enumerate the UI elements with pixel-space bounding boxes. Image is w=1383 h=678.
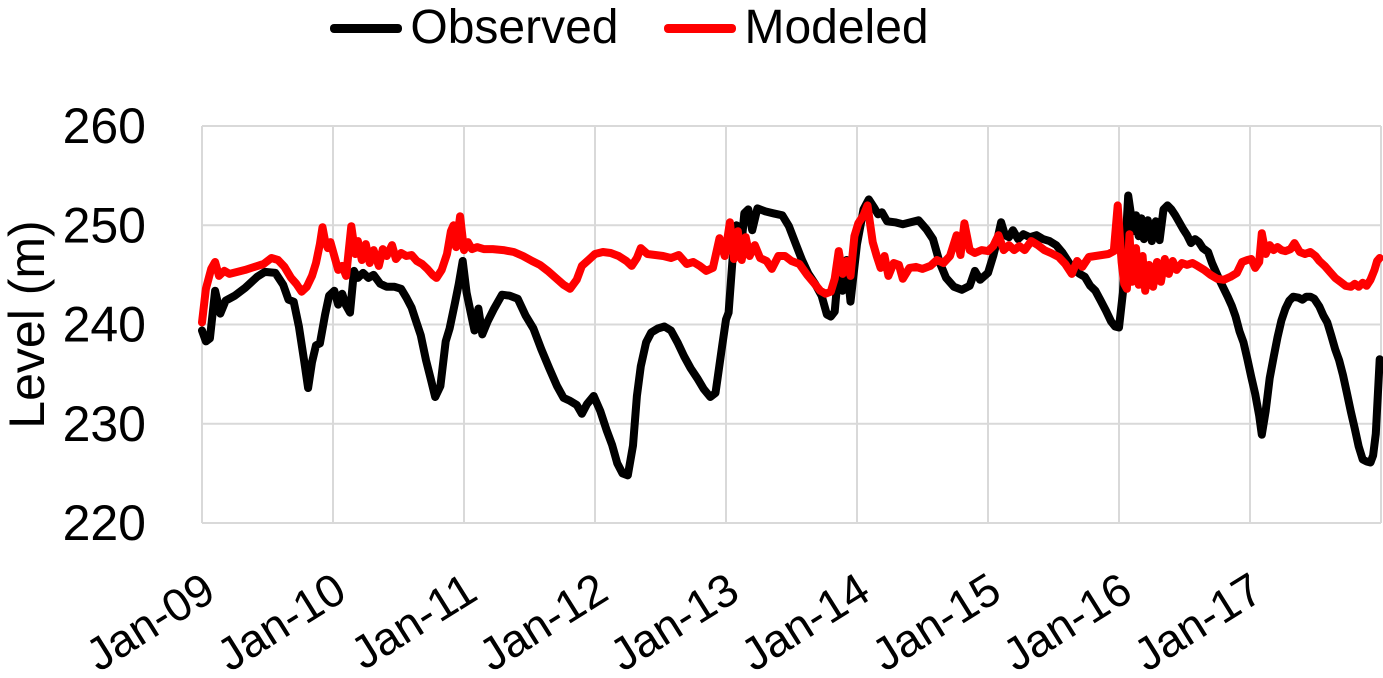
series-line-observed [198, 191, 1383, 480]
x-axis-tick-label: Jan-13 [600, 562, 747, 678]
x-axis-tick-label: Jan-14 [731, 562, 878, 678]
series-line-modeled [198, 201, 1383, 327]
x-axis-tick-label: Jan-10 [207, 562, 354, 678]
y-axis-tick-label: 230 [63, 396, 146, 452]
x-axis-tick-label: Jan-09 [76, 562, 223, 678]
x-axis-tick-label: Jan-16 [993, 562, 1140, 678]
observed-line-swatch [330, 23, 403, 33]
x-axis-tick-label: Jan-11 [341, 562, 485, 678]
y-axis-tick-label: 260 [63, 98, 146, 154]
legend-label-observed: Observed [410, 1, 619, 54]
y-axis-title: Level (m) [0, 220, 55, 428]
y-axis-tick-label: 250 [63, 197, 146, 253]
chart-legend: Observed Modeled [0, 0, 1321, 56]
modeled-line-swatch [664, 23, 737, 33]
legend-item-modeled: Modeled [664, 1, 929, 54]
y-axis-tick-label: 240 [63, 297, 146, 353]
x-axis-tick-label: Jan-17 [1124, 562, 1271, 678]
y-axis-tick-label: 220 [63, 495, 146, 551]
legend-label-modeled: Modeled [744, 1, 929, 54]
legend-item-observed: Observed [330, 4, 618, 52]
x-axis-tick-label: Jan-12 [469, 562, 616, 678]
x-axis-tick-label: Jan-15 [862, 562, 1009, 678]
